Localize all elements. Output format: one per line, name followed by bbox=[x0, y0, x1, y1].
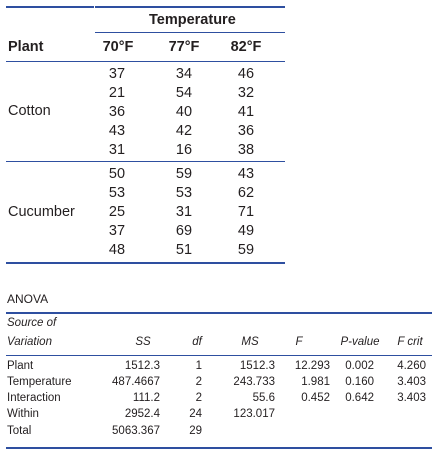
table-cell: 31 bbox=[175, 204, 193, 220]
table-cell: 51 bbox=[175, 242, 193, 258]
table-cell: 53 bbox=[175, 185, 193, 201]
anova-df: 2 bbox=[195, 392, 202, 404]
table-cell: 36 bbox=[237, 123, 255, 139]
anova-ss: 2952.4 bbox=[124, 408, 160, 420]
anova-df: 1 bbox=[195, 360, 202, 372]
table-bottom-rule bbox=[6, 262, 285, 264]
anova-ss: 487.4667 bbox=[112, 376, 160, 388]
anova-col-f: F bbox=[295, 336, 303, 348]
table-cell: 48 bbox=[108, 242, 126, 258]
table-cell: 49 bbox=[237, 223, 255, 239]
table-cell: 71 bbox=[237, 204, 255, 220]
anova-f: 0.452 bbox=[301, 392, 330, 404]
anova-header-rule bbox=[6, 355, 432, 356]
table-cell: 34 bbox=[175, 66, 193, 82]
table-cell: 59 bbox=[175, 166, 193, 182]
table-cell: 36 bbox=[108, 104, 126, 120]
plant-header: Plant bbox=[8, 39, 44, 55]
anova-top-rule bbox=[6, 312, 432, 314]
anova-ss: 111.2 bbox=[132, 392, 160, 404]
top-rule-temperature bbox=[95, 6, 285, 8]
anova-ss: 1512.3 bbox=[124, 360, 160, 372]
anova-source: Temperature bbox=[7, 376, 72, 388]
table-cell: 62 bbox=[237, 185, 255, 201]
table-cell: 43 bbox=[237, 166, 255, 182]
temp-header-82: 82°F bbox=[230, 39, 262, 55]
anova-ms: 243.733 bbox=[233, 376, 275, 388]
anova-fcrit: 4.260 bbox=[397, 360, 426, 372]
table-cell: 53 bbox=[108, 185, 126, 201]
anova-col-ms: MS bbox=[241, 336, 259, 348]
table-cell: 25 bbox=[108, 204, 126, 220]
anova-source: Plant bbox=[7, 360, 34, 372]
table-cell: 21 bbox=[108, 85, 126, 101]
anova-pvalue: 0.160 bbox=[345, 376, 374, 388]
temp-header-77: 77°F bbox=[168, 39, 200, 55]
table-cell: 59 bbox=[237, 242, 255, 258]
table-top-rule bbox=[6, 6, 94, 8]
anova-source-header-line1: Source of bbox=[7, 317, 57, 329]
anova-ss: 5063.367 bbox=[112, 425, 160, 437]
temperature-underline bbox=[95, 32, 285, 33]
anova-pvalue: 0.002 bbox=[345, 360, 374, 372]
table-cell: 42 bbox=[175, 123, 193, 139]
table-cell: 32 bbox=[237, 85, 255, 101]
table-cell: 54 bbox=[175, 85, 193, 101]
anova-ms: 55.6 bbox=[252, 392, 275, 404]
temp-header-70: 70°F bbox=[102, 39, 134, 55]
anova-ms: 1512.3 bbox=[239, 360, 275, 372]
table-cell: 16 bbox=[175, 142, 193, 158]
anova-fcrit: 3.403 bbox=[397, 376, 426, 388]
anova-ms: 123.017 bbox=[233, 408, 275, 420]
anova-f: 1.981 bbox=[301, 376, 330, 388]
anova-df: 2 bbox=[195, 376, 202, 388]
group-name-cucumber: Cucumber bbox=[8, 204, 75, 220]
anova-col-fcrit: F crit bbox=[397, 336, 423, 348]
anova-pvalue: 0.642 bbox=[345, 392, 374, 404]
table-cell: 38 bbox=[237, 142, 255, 158]
anova-df: 24 bbox=[189, 408, 202, 420]
anova-fcrit: 3.403 bbox=[397, 392, 426, 404]
anova-df: 29 bbox=[189, 425, 202, 437]
table-cell: 69 bbox=[175, 223, 193, 239]
anova-col-pvalue: P-value bbox=[340, 336, 380, 348]
anova-source: Interaction bbox=[7, 392, 61, 404]
table-cell: 43 bbox=[108, 123, 126, 139]
anova-title: ANOVA bbox=[7, 292, 49, 306]
anova-source-header-line2: Variation bbox=[7, 336, 52, 348]
anova-bottom-rule bbox=[6, 447, 432, 449]
header-bottom-rule bbox=[6, 61, 285, 62]
group-name-cotton: Cotton bbox=[8, 103, 51, 119]
anova-source: Within bbox=[7, 408, 39, 420]
table-cell: 46 bbox=[237, 66, 255, 82]
temperature-header: Temperature bbox=[149, 12, 236, 28]
anova-source: Total bbox=[7, 425, 32, 437]
anova-col-ss: SS bbox=[135, 336, 151, 348]
table-cell: 31 bbox=[108, 142, 126, 158]
table-cell: 40 bbox=[175, 104, 193, 120]
table-cell: 41 bbox=[237, 104, 255, 120]
table-cell: 37 bbox=[108, 223, 126, 239]
table-cell: 50 bbox=[108, 166, 126, 182]
group-divider-rule bbox=[6, 161, 285, 162]
table-cell: 37 bbox=[108, 66, 126, 82]
anova-f: 12.293 bbox=[294, 360, 330, 372]
anova-col-df: df bbox=[192, 336, 202, 348]
